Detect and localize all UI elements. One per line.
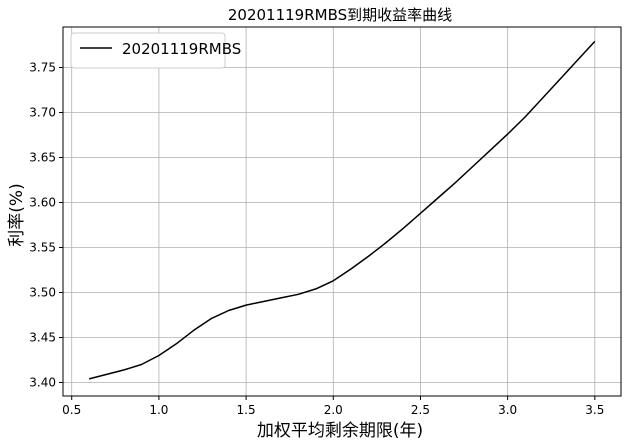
y-tick-label: 3.55 bbox=[29, 241, 56, 255]
legend-box bbox=[70, 32, 226, 69]
x-tick-label: 2.0 bbox=[324, 403, 343, 417]
x-tick-label: 1.0 bbox=[149, 403, 168, 417]
y-axis-label: 利率(%) bbox=[7, 183, 27, 246]
plot-frame bbox=[62, 26, 622, 397]
y-tick-label: 3.70 bbox=[29, 106, 56, 120]
y-tick-label: 3.75 bbox=[29, 61, 56, 75]
axis-ticks: 0.5 1.0 1.5 2.0 2.5 3.0 3.5 3.40 3.45 3.50 3.55 3.6… bbox=[29, 61, 604, 418]
x-tick-label: 0.5 bbox=[62, 403, 81, 417]
legend: 20201119RMBS bbox=[70, 32, 241, 69]
grid-lines bbox=[63, 27, 621, 396]
series-group bbox=[88, 40, 596, 380]
chart-title: 20201119RMBS到期收益率曲线 bbox=[228, 6, 452, 24]
y-tick-label: 3.45 bbox=[29, 331, 56, 345]
x-axis-label: 加权平均剩余期限(年) bbox=[257, 421, 423, 441]
x-tick-label: 3.5 bbox=[585, 403, 604, 417]
x-tick-label: 2.5 bbox=[411, 403, 430, 417]
x-tick-label: 1.5 bbox=[237, 403, 256, 417]
y-tick-label: 3.65 bbox=[29, 151, 56, 165]
series-line bbox=[88, 40, 596, 380]
y-tick-label: 3.60 bbox=[29, 196, 56, 210]
y-tick-label: 3.40 bbox=[29, 376, 56, 390]
x-tick-label: 3.0 bbox=[498, 403, 517, 417]
legend-label: 20201119RMBS bbox=[122, 40, 241, 58]
y-tick-label: 3.50 bbox=[29, 286, 56, 300]
